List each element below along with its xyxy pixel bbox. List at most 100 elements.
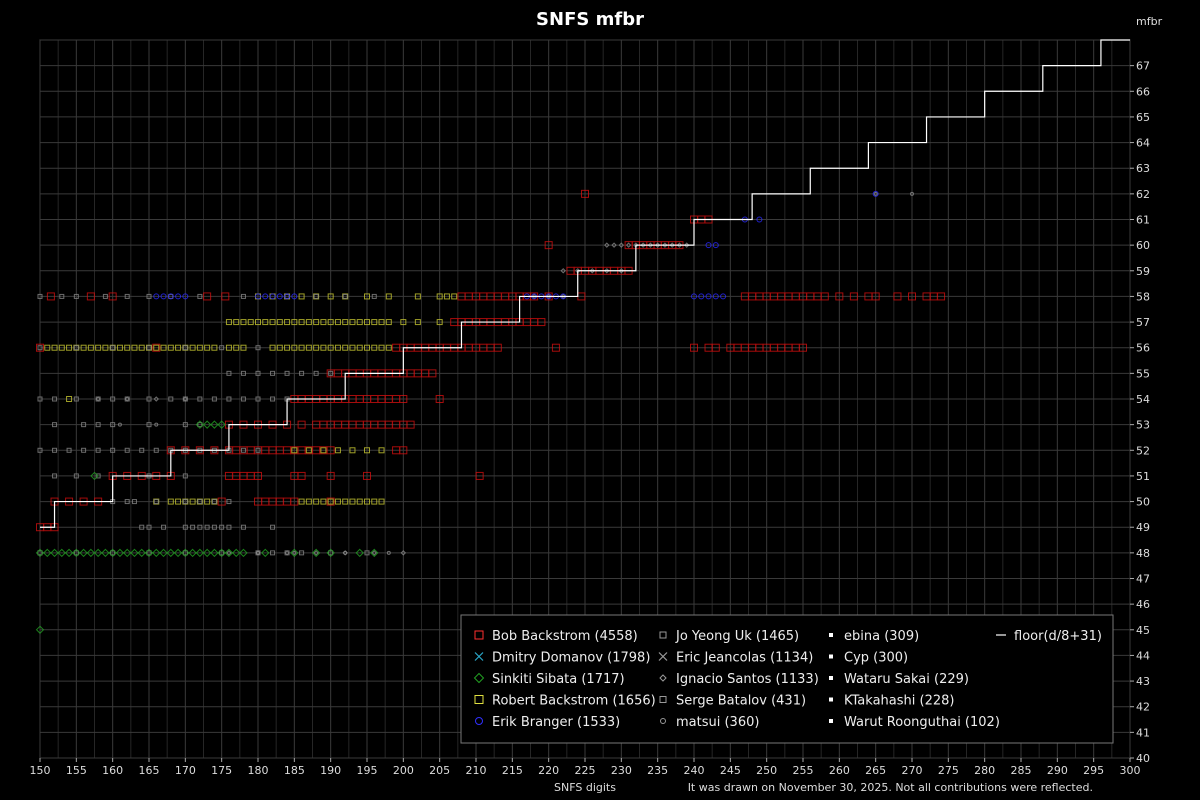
data-point	[219, 345, 225, 351]
data-point	[146, 550, 152, 556]
data-point	[364, 498, 370, 505]
data-point	[154, 422, 159, 427]
data-point	[124, 344, 131, 351]
data-point	[52, 422, 58, 428]
y-tick-label: 59	[1136, 265, 1150, 278]
data-point	[144, 548, 154, 558]
data-point	[225, 319, 232, 326]
data-point	[182, 293, 189, 300]
legend-label: floor(d/8+31)	[1014, 629, 1102, 644]
data-point	[211, 344, 218, 351]
y-tick-label: 64	[1136, 137, 1150, 150]
y-tick-label: 53	[1136, 419, 1150, 432]
legend-label: Sinkiti Sibata (1717)	[492, 672, 625, 687]
data-point	[188, 548, 197, 558]
data-point	[66, 447, 72, 453]
legend-label: Bob Backstrom (4558)	[492, 629, 638, 644]
y-tick-label: 55	[1136, 367, 1150, 380]
data-point	[95, 422, 101, 428]
legend-marker-icon	[660, 718, 666, 724]
data-point	[640, 242, 646, 248]
data-point	[210, 420, 219, 429]
y-tick-label: 45	[1136, 624, 1150, 637]
data-point	[217, 497, 226, 506]
data-point	[37, 293, 43, 299]
data-point	[254, 471, 262, 480]
y-tick-label: 47	[1136, 573, 1150, 586]
data-point	[159, 548, 168, 558]
data-point	[66, 396, 73, 402]
data-point	[225, 344, 232, 351]
data-point	[705, 242, 712, 249]
y-tick-label: 61	[1136, 214, 1150, 227]
legend-label: Cyp (300)	[844, 651, 908, 666]
data-point	[356, 344, 363, 351]
legend-marker-icon	[829, 719, 833, 723]
data-point	[182, 473, 188, 479]
data-point	[284, 319, 291, 326]
data-point	[299, 550, 305, 556]
data-point	[589, 268, 595, 274]
x-tick-label: 210	[466, 764, 487, 777]
data-point	[291, 319, 298, 326]
legend-marker-icon	[659, 674, 667, 682]
data-point	[226, 524, 232, 530]
data-point	[197, 499, 203, 505]
data-point	[284, 370, 290, 376]
data-point	[342, 344, 349, 351]
legend-label: Wataru Sakai (229)	[844, 672, 969, 687]
legend-label: Erik Branger (1533)	[492, 715, 620, 730]
data-point	[313, 293, 319, 299]
y-tick-label: 65	[1136, 111, 1150, 124]
data-point	[210, 548, 219, 558]
series-ignacio	[95, 242, 690, 556]
data-point	[493, 343, 502, 352]
legend-marker-icon	[658, 652, 668, 661]
x-tick-label: 175	[211, 764, 232, 777]
data-point	[893, 292, 902, 301]
data-point	[270, 524, 276, 530]
data-point	[95, 473, 101, 479]
data-point	[72, 548, 81, 558]
x-tick-label: 165	[139, 764, 160, 777]
x-tick-label: 195	[357, 764, 378, 777]
legend-item: Wataru Sakai (229)	[829, 672, 969, 687]
data-point	[270, 550, 276, 556]
x-tick-label: 260	[829, 764, 850, 777]
data-point	[305, 344, 312, 351]
data-point	[604, 268, 610, 274]
data-point	[349, 447, 356, 454]
y-tick-label: 46	[1136, 598, 1150, 611]
data-point	[908, 292, 916, 301]
data-point	[305, 319, 312, 326]
data-point	[327, 344, 334, 351]
data-point	[240, 293, 246, 299]
data-point	[399, 446, 408, 455]
data-point	[371, 319, 378, 326]
data-point	[364, 293, 370, 300]
chart-title: SNFS mfbr	[536, 9, 644, 30]
data-point	[544, 241, 553, 250]
data-point	[385, 344, 392, 351]
data-point	[364, 550, 370, 556]
data-point	[284, 293, 291, 300]
data-point	[122, 548, 132, 558]
x-tick-label: 220	[538, 764, 559, 777]
data-point	[46, 292, 55, 301]
data-point	[93, 548, 103, 558]
data-point	[37, 447, 43, 453]
data-point	[618, 268, 625, 274]
data-point	[117, 422, 122, 427]
data-point	[226, 550, 232, 556]
data-point	[326, 497, 335, 506]
data-point	[86, 548, 96, 558]
data-point	[73, 345, 79, 351]
data-point	[270, 396, 276, 402]
data-point	[152, 548, 161, 558]
data-point	[328, 370, 334, 376]
data-point	[378, 447, 385, 454]
data-point	[386, 550, 391, 555]
data-point	[326, 446, 335, 455]
data-point	[363, 471, 371, 480]
